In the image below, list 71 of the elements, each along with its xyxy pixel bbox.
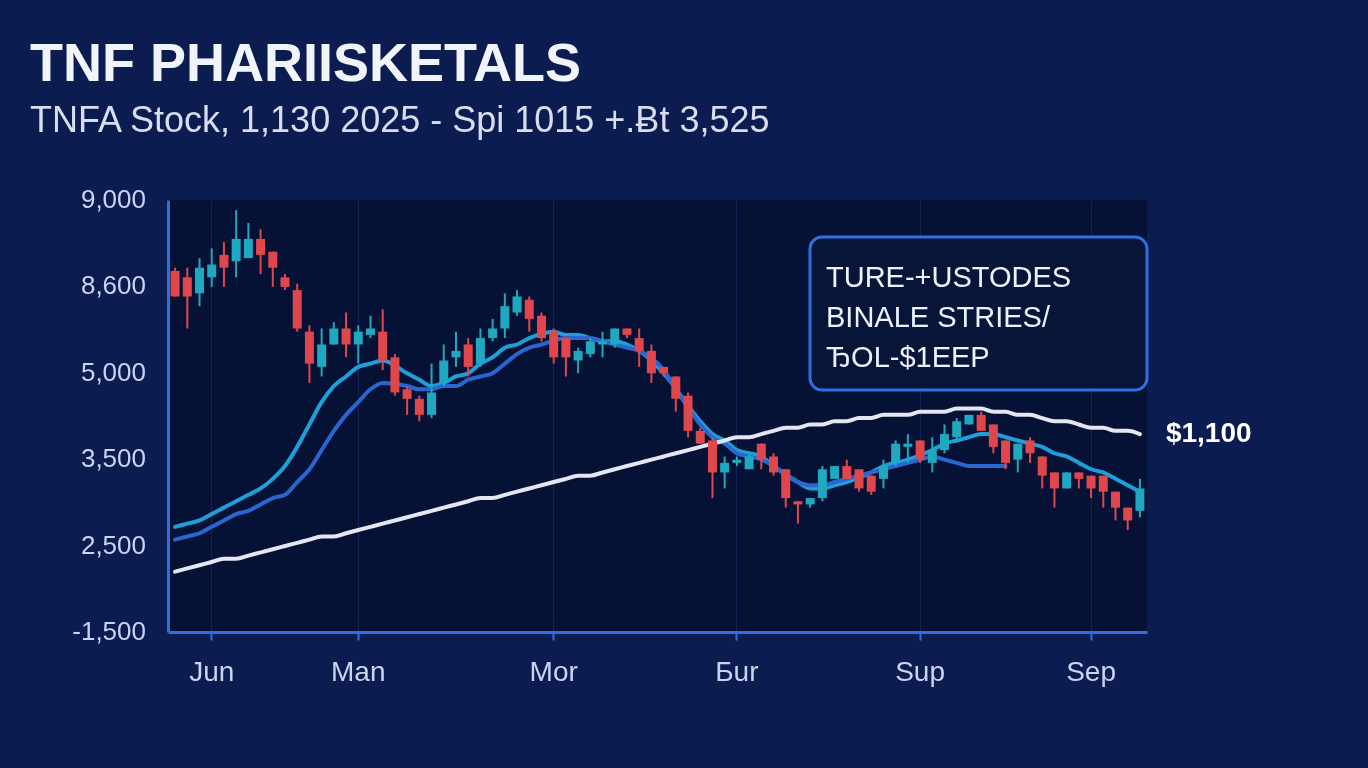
candlestick [952,417,962,442]
candlestick [1037,455,1047,490]
text: 9,000 [80,184,146,214]
candlestick [976,410,986,432]
candlestick [1110,490,1120,522]
chart-title: TNF PHARIISKETALS [30,32,581,92]
x-tick-label: Mor [529,655,578,687]
candlestick [793,500,803,525]
candlestick [536,311,546,343]
candlestick [1135,477,1145,519]
candlestick [1001,439,1011,471]
candlestick [927,436,937,474]
candlestick [524,295,534,333]
candlestick [243,221,253,260]
text: $1,100 [1165,417,1252,449]
annotation: BINALE STRIES/ [826,301,1051,333]
candlestick [451,330,461,368]
candlestick [610,327,620,349]
candlestick [891,439,901,468]
candlestick [573,346,583,375]
text: 3,500 [80,443,146,474]
candlestick [915,439,925,464]
annotation: ЂOL-$1EEP [826,341,990,373]
candlestick [988,423,998,455]
text: -1,500 [72,616,146,646]
candlestick [427,362,437,420]
candlestick [341,311,351,359]
candlestick [769,452,779,477]
candlestick [207,247,217,288]
candlestick [512,289,522,317]
x-tick-label: Бur [715,655,759,687]
candlestick [219,241,229,288]
candlestick [878,458,888,490]
candlestick [940,423,950,455]
candlestick [561,337,571,378]
x-tick-label: Sep [1066,655,1116,687]
text: 5,000 [80,356,146,387]
candlestick [256,228,266,276]
annotation: TURE-+USTODES [826,261,1072,293]
candlestick [1098,474,1108,509]
x-tick-label: Sup [895,655,945,687]
x-tick-label: Jun [189,655,235,687]
candlestick [365,314,375,340]
candlestick [414,394,424,423]
candlestick [182,266,192,330]
candlestick [646,343,656,384]
candlestick [488,317,498,343]
candlestick [842,458,852,480]
candlestick [353,324,363,365]
candlestick [231,209,241,279]
text: 8,600 [80,270,146,301]
text: 2,500 [80,529,146,560]
candlestick [1013,442,1023,474]
candlestick [268,250,278,288]
chart-subtitle: TNFA Stock, 1,130 2025 - Spi 1015 +.Ƀt 3,525 [30,99,770,140]
candlestick [585,337,595,359]
candlestick [463,337,473,378]
candlestick [903,433,913,464]
candlestick [317,327,327,378]
candlestick [854,468,864,493]
candlestick [1049,471,1059,509]
candlestick [402,385,412,416]
candlestick [500,292,510,340]
candlestick [720,455,730,490]
candlestick [671,375,681,413]
candlestick [634,327,644,368]
x-tick-label: Man [331,655,386,687]
candlestick [756,442,766,471]
candlestick [1025,436,1035,464]
candlestick [598,330,608,359]
candlestick [439,343,449,388]
